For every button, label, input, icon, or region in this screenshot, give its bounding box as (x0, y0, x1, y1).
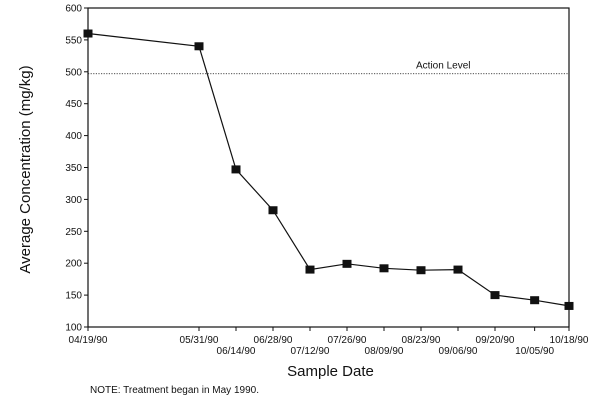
x-tick-label: 04/19/90 (69, 335, 108, 346)
data-point (453, 265, 463, 274)
footnote: NOTE: Treatment began in May 1990. (90, 385, 259, 396)
y-tick-label: 100 (65, 323, 82, 334)
data-point (416, 266, 426, 275)
data-point (305, 265, 315, 274)
data-point (530, 296, 540, 305)
data-point (268, 206, 278, 215)
data-point (231, 165, 241, 174)
data-point (83, 29, 93, 38)
y-tick-label: 250 (65, 227, 82, 238)
x-tick-label: 06/28/90 (254, 335, 293, 346)
x-tick-label: 07/26/90 (328, 335, 367, 346)
y-tick-label: 450 (65, 99, 82, 110)
x-tick-label: 10/05/90 (515, 346, 554, 357)
x-tick-label: 08/09/90 (365, 346, 404, 357)
x-tick-label: 06/14/90 (217, 346, 256, 357)
y-tick-label: 500 (65, 67, 82, 78)
y-tick-label: 550 (65, 35, 82, 46)
x-tick-label: 08/23/90 (402, 335, 441, 346)
y-tick-label: 600 (65, 4, 82, 15)
y-tick-label: 400 (65, 131, 82, 142)
data-point (379, 264, 389, 273)
x-axis-title: Sample Date (287, 363, 374, 380)
x-tick-label: 10/18/90 (550, 335, 589, 346)
data-point (342, 259, 352, 268)
action-level-label: Action Level (416, 61, 470, 72)
y-axis-title: Average Concentration (mg/kg) (17, 65, 34, 273)
x-tick-label: 09/06/90 (439, 346, 478, 357)
y-tick-label: 200 (65, 259, 82, 270)
y-tick-label: 300 (65, 195, 82, 206)
y-tick-label: 350 (65, 163, 82, 174)
x-tick-label: 05/31/90 (180, 335, 219, 346)
data-point (194, 42, 204, 51)
y-tick-label: 150 (65, 291, 82, 302)
x-tick-label: 07/12/90 (291, 346, 330, 357)
data-point (564, 301, 574, 310)
series-line (87, 32, 570, 307)
plot-frame (87, 7, 570, 328)
data-point (490, 291, 500, 300)
x-tick-label: 09/20/90 (476, 335, 515, 346)
